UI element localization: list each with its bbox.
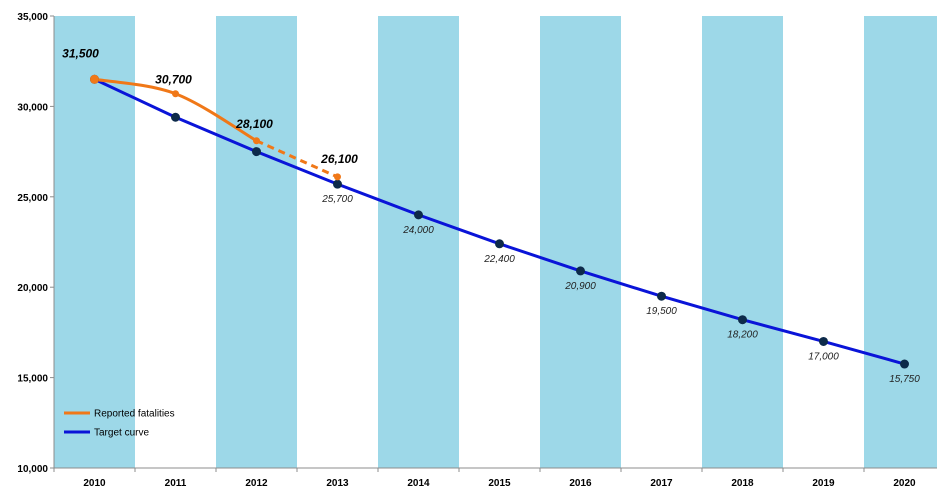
shaded-column-2012 [216, 16, 297, 468]
target-point-2012 [252, 147, 261, 157]
target-point-2013 [333, 179, 342, 189]
axes [53, 16, 937, 469]
y-tick-label: 35,000 [17, 12, 48, 23]
reported-point-2013 [334, 173, 341, 181]
target-data-label: 15,750 [889, 374, 920, 385]
series-line-reported-fatalities-estimate [255, 139, 339, 179]
legend-label: Target curve [94, 428, 149, 439]
x-tick-label: 2014 [407, 478, 430, 489]
x-tick-label: 2011 [165, 478, 187, 489]
shaded-columns [54, 16, 937, 468]
target-point-2018 [738, 315, 747, 325]
reported-point-2010 [90, 74, 99, 84]
reported-data-label: 26,100 [320, 152, 358, 166]
x-axis-ticks: 2010 2011 2012 2013 2014 2015 2016 2017 2018 2019… [53, 468, 916, 489]
shaded-column-2020 [864, 16, 937, 468]
y-tick-label: 25,000 [17, 193, 48, 204]
target-data-label: 17,000 [808, 351, 839, 362]
legend: Reported fatalities Target curve [64, 409, 175, 439]
x-tick-label: 2013 [326, 478, 349, 489]
target-point-2017 [657, 291, 666, 301]
target-data-label: 24,000 [402, 225, 434, 236]
target-data-label: 19,500 [646, 306, 677, 317]
reported-point-2011 [172, 90, 179, 98]
target-point-2020 [900, 359, 909, 369]
x-tick-label: 2017 [650, 478, 673, 489]
x-tick-label: 2016 [569, 478, 592, 489]
y-tick-label: 20,000 [17, 283, 48, 294]
shaded-column-2018 [702, 16, 783, 468]
x-tick-label: 2012 [245, 478, 268, 489]
reported-data-label: 28,100 [235, 117, 273, 131]
x-tick-label: 2018 [731, 478, 754, 489]
reported-data-label: 30,700 [155, 73, 192, 87]
x-tick-label: 2019 [812, 478, 835, 489]
y-tick-label: 30,000 [17, 102, 48, 113]
target-point-2014 [414, 210, 423, 220]
target-data-label: 20,900 [564, 281, 596, 292]
y-axis-ticks: 10,000 15,000 20,000 25,000 30,000 35,000 [17, 12, 54, 475]
shaded-column-2016 [540, 16, 621, 468]
x-tick-label: 2010 [83, 478, 106, 489]
reported-data-label: 31,500 [62, 46, 99, 60]
y-tick-label: 10,000 [17, 464, 48, 475]
target-data-label: 25,700 [321, 194, 353, 205]
target-point-2019 [819, 336, 828, 346]
x-tick-label: 2020 [893, 478, 916, 489]
data-labels: 25,700 24,000 22,400 20,900 19,500 18,200 17,0… [62, 46, 920, 385]
x-tick-label: 2015 [488, 478, 511, 489]
y-tick-label: 15,000 [17, 374, 48, 385]
target-point-2011 [171, 112, 180, 122]
shaded-column-2014 [378, 16, 459, 468]
series-points [90, 74, 909, 369]
reported-point-2012 [253, 137, 260, 145]
target-point-2016 [576, 266, 585, 276]
target-data-label: 18,200 [727, 330, 758, 341]
legend-label: Reported fatalities [94, 409, 175, 420]
target-point-2015 [495, 239, 504, 249]
target-data-label: 22,400 [483, 254, 515, 265]
